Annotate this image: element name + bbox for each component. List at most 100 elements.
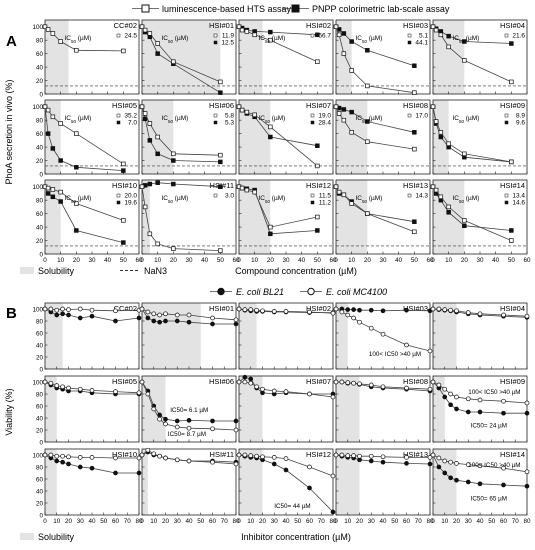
y-tick-label: 40 [36,64,44,71]
y-tick-label: 0 [39,366,43,373]
x-tick-label: 10 [57,257,65,264]
series-filled-point [89,313,95,319]
x-tick-label: 10 [348,257,356,264]
subplot-title: HSI#11 [210,450,234,459]
series-open-line [141,186,221,251]
ic50-label: IC50 (µM) [64,35,91,44]
series-open-point [48,380,54,386]
series-open-point [210,315,215,321]
series-filled-point [442,470,448,476]
x-tick-label: 30 [282,257,290,264]
series-open-point [430,379,436,385]
series-open-point [501,465,506,471]
ic50-marker [116,120,121,125]
series-open-point [89,388,95,393]
subplot-hsi10: HSI#10 0 20 40 60 80 100 0 10 20 30 40 50 60 IC50 (µM)… [32,179,143,264]
y-tick-label: 80 [36,318,44,325]
series-open-point [233,317,239,323]
series-filled-point [351,307,356,312]
x-tick-label: 50 [391,518,399,525]
series-open-point [58,121,63,126]
y-tick-label: 20 [36,500,44,507]
series-open-point [50,187,56,192]
series-filled-point [77,464,83,470]
x-tick-label: 70 [318,518,326,525]
series-open-point [315,214,320,220]
series-filled-point [155,151,160,157]
series-open-point [113,308,118,314]
y-tick-label: 0 [39,251,43,258]
series-open-point [260,386,265,392]
series-filled-point [454,406,459,412]
series-open-point [218,248,223,253]
subplot-title: HSI#01 [209,304,234,313]
series-open-point [446,141,451,146]
x-tick-label: 40 [379,518,387,525]
series-open-point [139,379,145,385]
ic50-value: 19.6 [124,200,137,207]
series-filled-point [436,464,442,470]
series-filled-point [477,409,483,415]
series-open-point [339,452,345,458]
x-tick-label: 30 [77,518,85,525]
series-open-point [339,309,345,315]
series-open-point [145,447,151,453]
series-open-point [268,37,273,43]
series-open-point [345,312,351,318]
x-tick-label: 70 [124,518,132,525]
series-filled-point [218,184,223,189]
xlabel-a: Compound concentration (µM) [235,266,357,276]
bottom-legend-b: Solubility [20,532,75,542]
series-open-point [315,163,320,169]
series-open-point [155,241,160,247]
y-tick-label: 40 [36,342,44,349]
ic50-annotation: IC50= 65 µM [471,496,507,503]
series-filled-point [163,416,168,422]
solubility-region [142,180,150,254]
y-tick-label: 80 [36,391,44,398]
series-filled-point [157,319,162,325]
subplot-title: HSI#10 [112,181,137,190]
series-filled-point [465,479,471,485]
x-tick-label: 50 [120,257,128,264]
series-filled-point [509,41,514,46]
y-tick-label: 100 [32,184,43,191]
series-filled-point [50,146,56,151]
series-open-point [48,452,54,458]
x-tick-label: 40 [88,518,96,525]
series-open-point [283,309,289,314]
series-open-point [254,384,259,390]
series-open-point [349,201,354,206]
ic50-label: IC50 (µM) [64,115,91,124]
series-open-point [404,455,409,460]
x-tick-label: 20 [65,518,73,525]
series-filled-point [171,181,176,187]
series-open-point [113,455,118,461]
series-open-point [174,312,180,318]
legend-b: E. coli BL21 E. coli MC4100 [210,287,387,297]
series-filled-point [74,165,79,170]
y-tick-label: 0 [39,439,43,446]
series-filled-point [145,315,151,321]
series-open-point [42,104,48,109]
series-open-point [236,379,242,385]
series-open-point [233,427,239,433]
series-open-point [307,464,312,470]
series-open-point [171,151,176,157]
series-open-point [509,238,514,243]
series-open-point [436,306,442,312]
x-tick-label: 40 [476,518,484,525]
series-open-point [268,124,273,130]
series-open-point [430,184,436,189]
x-tick-label: 50 [217,257,225,264]
series-open-point [501,398,506,404]
x-tick-label: 10 [344,518,352,525]
series-open-point [412,90,417,95]
series-open-point [151,406,157,412]
series-open-point [357,319,362,325]
series-open-point [315,59,320,64]
y-tick-label: 20 [36,158,44,165]
x-tick-label: 60 [329,257,337,264]
series-open-point [252,32,257,38]
series-open-point [462,58,467,63]
